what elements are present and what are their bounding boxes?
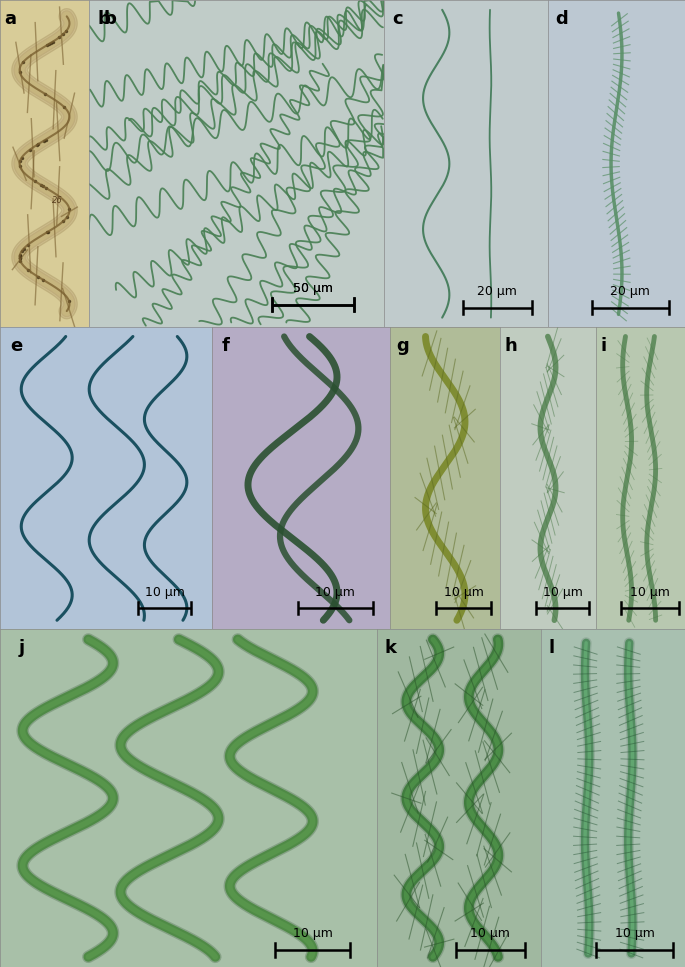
- Text: d: d: [555, 10, 568, 28]
- Text: b: b: [103, 10, 116, 28]
- Text: 10 μm: 10 μm: [614, 927, 655, 940]
- Text: 20 μm: 20 μm: [610, 285, 650, 298]
- Text: c: c: [392, 10, 403, 28]
- Text: f: f: [221, 337, 229, 355]
- Text: 10 μm: 10 μm: [470, 927, 510, 940]
- Text: a: a: [4, 10, 16, 28]
- Text: 20 μm: 20 μm: [477, 285, 517, 298]
- Text: l: l: [549, 639, 554, 658]
- Text: i: i: [601, 337, 606, 355]
- Text: 10 μm: 10 μm: [292, 927, 333, 940]
- Text: h: h: [505, 337, 518, 355]
- Text: 10 μm: 10 μm: [315, 586, 356, 600]
- Text: k: k: [385, 639, 397, 658]
- Text: b: b: [98, 10, 111, 28]
- Text: 10 μm: 10 μm: [543, 586, 583, 600]
- Text: 10 μm: 10 μm: [145, 586, 184, 600]
- Text: g: g: [396, 337, 409, 355]
- Text: 50 μm: 50 μm: [293, 281, 333, 295]
- Text: 10 μm: 10 μm: [444, 586, 484, 600]
- Text: e: e: [11, 337, 23, 355]
- Text: j: j: [19, 639, 25, 658]
- Text: 50 μm: 50 μm: [293, 281, 333, 295]
- Text: 26: 26: [51, 196, 62, 205]
- Text: 10 μm: 10 μm: [630, 586, 670, 600]
